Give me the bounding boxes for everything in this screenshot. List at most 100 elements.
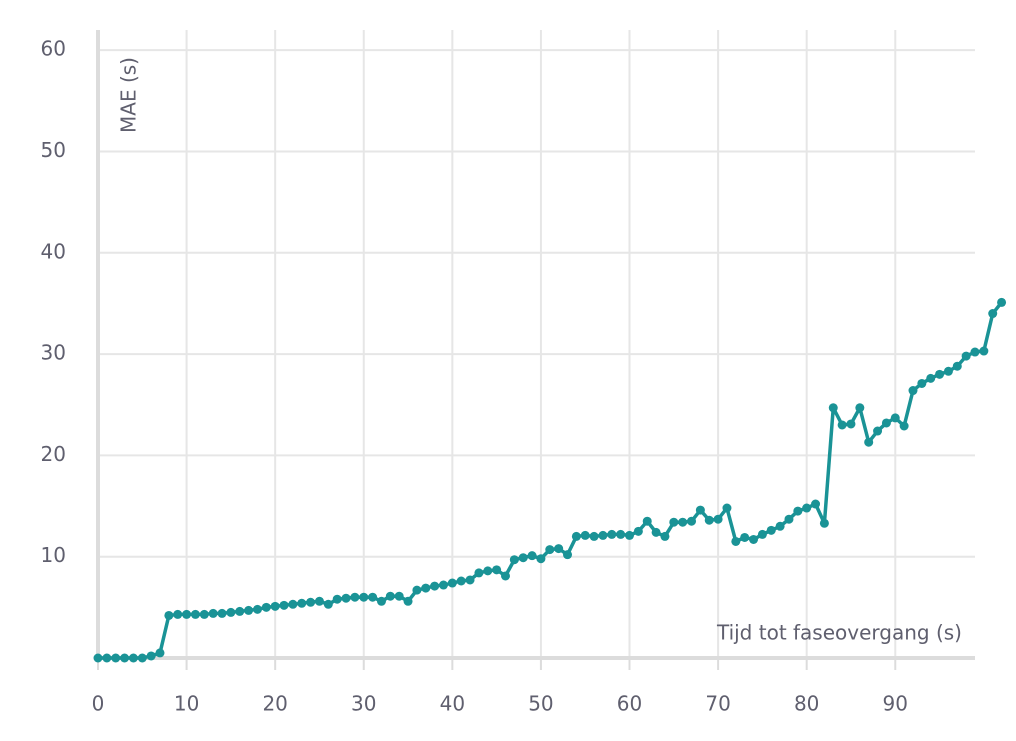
point: [580, 530, 590, 540]
point: [713, 514, 723, 524]
point: [509, 555, 519, 565]
point: [199, 609, 209, 619]
point: [554, 544, 564, 554]
y-axis-label: MAE (s): [117, 57, 141, 133]
point: [173, 609, 183, 619]
x-tick-label: 80: [794, 692, 819, 716]
point: [146, 651, 156, 661]
point: [376, 596, 386, 606]
point: [288, 599, 298, 609]
point: [270, 601, 280, 611]
point: [625, 530, 635, 540]
point: [589, 531, 599, 541]
point: [341, 593, 351, 603]
point: [997, 297, 1007, 307]
point: [226, 607, 236, 617]
point: [314, 596, 324, 606]
point: [155, 648, 165, 658]
point: [695, 505, 705, 515]
point: [669, 517, 679, 527]
point: [952, 361, 962, 371]
x-tick-label: 90: [883, 692, 908, 716]
point: [252, 604, 262, 614]
point: [598, 530, 608, 540]
point: [740, 532, 750, 542]
point: [465, 575, 475, 585]
point: [811, 499, 821, 509]
point: [722, 503, 732, 513]
point: [438, 580, 448, 590]
point: [102, 653, 112, 663]
point: [120, 653, 130, 663]
point: [908, 386, 918, 396]
point: [137, 653, 147, 663]
point: [926, 373, 936, 383]
point: [890, 413, 900, 423]
point: [306, 597, 316, 607]
point: [394, 591, 404, 601]
point: [979, 346, 989, 356]
point: [731, 536, 741, 546]
point: [244, 605, 254, 615]
point: [828, 403, 838, 413]
point: [518, 553, 528, 563]
point: [323, 599, 333, 609]
point: [128, 653, 138, 663]
point: [571, 531, 581, 541]
point: [775, 521, 785, 531]
point: [430, 581, 440, 591]
point: [837, 420, 847, 430]
point: [500, 571, 510, 581]
point: [235, 606, 245, 616]
y-tick-label: 10: [41, 543, 66, 567]
x-tick-label: 40: [440, 692, 465, 716]
point: [802, 503, 812, 513]
point: [332, 594, 342, 604]
point: [970, 347, 980, 357]
point: [536, 554, 546, 564]
point: [961, 351, 971, 361]
point: [261, 602, 271, 612]
point: [412, 585, 422, 595]
point: [164, 610, 174, 620]
point: [873, 426, 883, 436]
point: [651, 527, 661, 537]
y-tick-label: 50: [41, 138, 66, 162]
point: [111, 653, 121, 663]
point: [943, 366, 953, 376]
point: [385, 591, 395, 601]
point: [474, 568, 484, 578]
point: [935, 369, 945, 379]
point: [456, 576, 466, 586]
point: [660, 531, 670, 541]
y-tick-label: 60: [41, 37, 66, 61]
point: [642, 516, 652, 526]
point: [217, 608, 227, 618]
point: [403, 596, 413, 606]
point: [899, 421, 909, 431]
point: [633, 526, 643, 536]
point: [350, 592, 360, 602]
point: [208, 608, 218, 618]
point: [563, 550, 573, 560]
x-tick-label: 50: [528, 692, 553, 716]
point: [819, 518, 829, 528]
x-tick-label: 10: [174, 692, 199, 716]
point: [492, 565, 502, 575]
point: [607, 529, 617, 539]
point: [190, 609, 200, 619]
point: [917, 378, 927, 388]
x-tick-label: 20: [262, 692, 287, 716]
x-tick-label: 60: [617, 692, 642, 716]
point: [766, 525, 776, 535]
point: [687, 516, 697, 526]
point: [279, 600, 289, 610]
point: [483, 566, 493, 576]
point: [678, 517, 688, 527]
point: [527, 551, 537, 561]
point: [368, 592, 378, 602]
x-axis-label: Tijd tot faseovergang (s): [716, 621, 962, 645]
point: [421, 583, 431, 593]
y-tick-label: 30: [41, 341, 66, 365]
